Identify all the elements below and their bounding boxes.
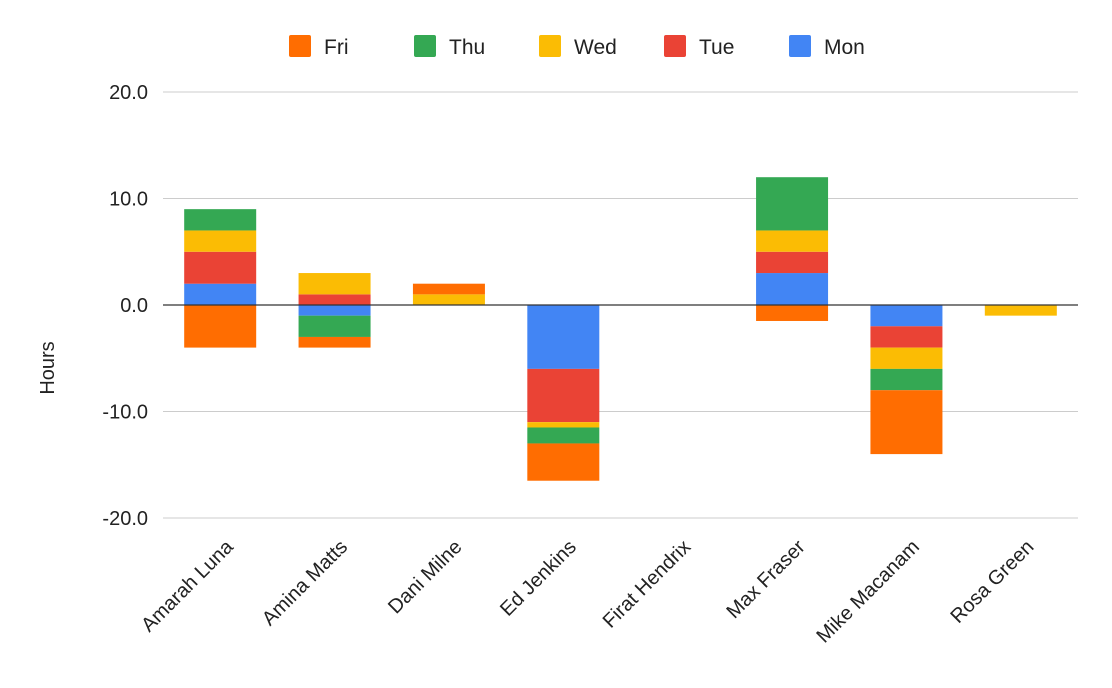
legend-item-mon[interactable]: Mon [789,35,865,59]
bar-segment-wed [527,422,600,428]
legend-item-wed[interactable]: Wed [539,35,617,59]
bar-segment-fri [527,443,600,481]
y-axis-ticks: 20.0 10.0 0.0 -10.0 -20.0 [102,82,148,530]
y-tick-label: -20.0 [102,508,148,530]
bar-segment-thu [870,368,943,391]
bar-segment-mon [298,305,371,316]
bar-segment-wed [412,294,485,305]
bar-segment-wed [298,273,371,295]
bars [184,177,1057,481]
legend-swatch [414,35,436,57]
bar-segment-fri [756,305,829,321]
x-category-label: Firat Hendrix [599,536,696,633]
legend: Fri Thu Wed Tue Mon [289,35,865,59]
legend-item-tue[interactable]: Tue [664,35,734,59]
bar-segment-wed [984,305,1057,316]
legend-label: Mon [824,36,865,59]
bar-segment-tue [870,326,943,348]
y-axis-title: Hours [37,341,59,394]
bar-segment-thu [527,427,600,444]
y-tick-label: -10.0 [102,402,148,424]
legend-label: Tue [699,36,734,59]
legend-item-thu[interactable]: Thu [414,35,485,59]
y-tick-label: 10.0 [109,189,148,211]
x-category-label: Amina Matts [258,536,352,630]
x-category-label: Dani Milne [384,536,466,618]
bar-segment-tue [184,251,257,284]
bar-segment-fri [298,336,371,348]
bar-segment-wed [184,230,257,252]
legend-swatch [539,35,561,57]
bar-segment-fri [412,283,485,295]
x-category-label: Rosa Green [947,536,1039,628]
bar-segment-wed [870,347,943,369]
bar-segment-mon [184,283,257,305]
legend-label: Thu [449,36,485,59]
bar-segment-wed [756,230,829,252]
legend-label: Wed [574,36,617,59]
y-tick-label: 20.0 [109,82,148,104]
bar-segment-tue [527,368,600,423]
bar-segment-thu [298,315,371,337]
bar-segment-tue [298,294,371,305]
bar-segment-fri [870,390,943,455]
bar-segment-fri [184,305,257,348]
legend-swatch [789,35,811,57]
bar-segment-tue [756,251,829,274]
x-category-label: Max Fraser [723,536,810,623]
bar-segment-thu [184,209,257,231]
bar-segment-thu [756,177,829,231]
legend-label: Fri [324,36,349,59]
legend-swatch [664,35,686,57]
y-tick-label: 0.0 [120,295,148,317]
bar-segment-mon [756,273,829,305]
legend-item-fri[interactable]: Fri [289,35,349,59]
legend-swatch [289,35,311,57]
x-category-label: Mike Macanam [813,536,924,647]
x-axis-labels: Amarah Luna Amina Matts Dani Milne Ed Jenki… [137,535,1038,647]
x-category-label: Ed Jenkins [496,536,581,621]
x-category-label: Amarah Luna [137,535,238,636]
bar-segment-mon [527,305,600,369]
bar-segment-mon [870,305,943,327]
gridlines [163,91,1078,519]
